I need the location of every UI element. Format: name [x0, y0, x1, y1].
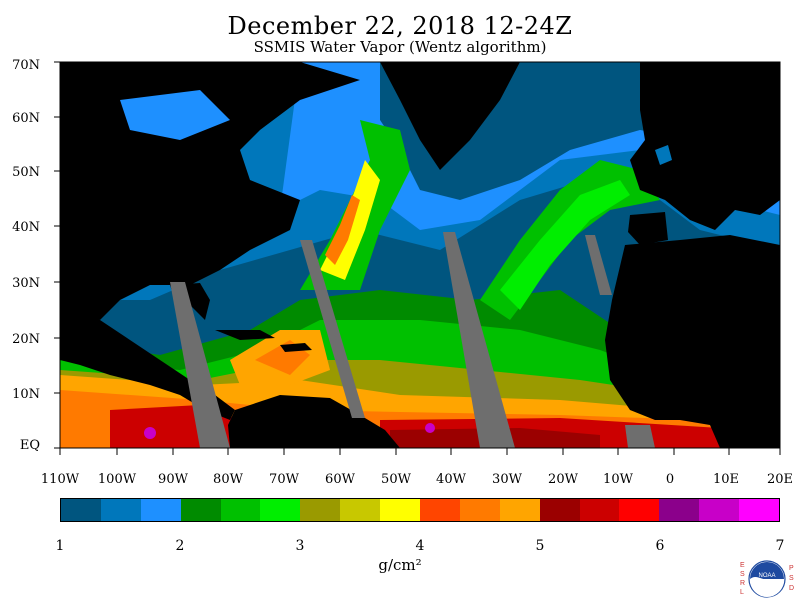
- logo-letter-right: S: [789, 575, 794, 582]
- lon-label: 50W: [381, 472, 411, 487]
- colorbar-swatch: [619, 499, 660, 521]
- logo-letter-right: D: [789, 585, 794, 592]
- colorbar-swatch: [300, 499, 341, 521]
- no-data-swath: [300, 240, 365, 418]
- map-subtitle: SSMIS Water Vapor (Wentz algorithm): [253, 38, 547, 56]
- lon-label: 20E: [766, 472, 794, 487]
- colorbar-tick-label: 7: [775, 538, 785, 554]
- logo-letter-right: P: [789, 565, 794, 572]
- lon-label: 40W: [436, 472, 466, 487]
- colorbar-swatch: [340, 499, 381, 521]
- lon-label: 60W: [325, 472, 355, 487]
- map-title: December 22, 2018 12-24Z: [227, 12, 573, 40]
- lon-label: 70W: [269, 472, 299, 487]
- colorbar: [60, 498, 780, 522]
- lon-label: 10E: [712, 472, 740, 487]
- colorbar-swatch: [739, 499, 780, 521]
- no-data-swath: [170, 282, 230, 448]
- colorbar-tick-label: 2: [175, 538, 185, 554]
- logo-center-text: NOAA: [758, 573, 775, 579]
- lat-label: 30N: [12, 276, 40, 291]
- colorbar-swatch: [539, 499, 580, 521]
- colorbar-units: g/cm²: [378, 556, 422, 574]
- colorbar-tick-label: 1: [55, 538, 65, 554]
- lon-label: 10W: [603, 472, 633, 487]
- colorbar-tick-label: 5: [535, 538, 545, 554]
- lon-label: 110W: [40, 472, 80, 487]
- lat-label: 70N: [12, 58, 40, 73]
- no-data-swath: [443, 232, 515, 448]
- colorbar-tick-label: 3: [295, 538, 305, 554]
- lat-label: 50N: [12, 165, 40, 180]
- colorbar-tick-label: 4: [415, 538, 425, 554]
- logo-letter-left: R: [740, 580, 745, 587]
- lon-label: 100W: [97, 472, 137, 487]
- map-frame: [59, 61, 781, 449]
- colorbar-swatch: [380, 499, 421, 521]
- colorbar-swatch: [100, 499, 141, 521]
- no-data-swaths: [170, 232, 655, 448]
- logo-letter-left: E: [740, 562, 745, 569]
- colorbar-swatch: [220, 499, 261, 521]
- no-data-swath: [585, 235, 612, 295]
- colorbar-swatch: [499, 499, 540, 521]
- logo-letter-left: S: [740, 571, 745, 578]
- colorbar-swatch: [459, 499, 500, 521]
- lon-label: 0: [665, 472, 675, 487]
- colorbar-tick-label: 6: [655, 538, 665, 554]
- lat-label: 10N: [12, 387, 40, 402]
- colorbar-swatch: [699, 499, 740, 521]
- lat-label: 20N: [12, 332, 40, 347]
- logo-letter-left: L: [740, 589, 744, 596]
- lon-label: 20W: [548, 472, 578, 487]
- lon-label: 90W: [158, 472, 188, 487]
- colorbar-swatch: [420, 499, 460, 521]
- colorbar-swatch: [180, 499, 221, 521]
- colorbar-swatch: [140, 499, 181, 521]
- lon-label: 80W: [213, 472, 243, 487]
- colorbar-swatch: [659, 499, 700, 521]
- colorbar-swatch: [61, 499, 101, 521]
- noaa-esrl-psd-logo: E S R L P S D NOAA: [740, 560, 794, 598]
- colorbar-swatch: [579, 499, 620, 521]
- lat-label: 40N: [12, 220, 40, 235]
- no-data-swath: [625, 425, 655, 448]
- lat-label: EQ: [19, 438, 40, 453]
- lat-label: 60N: [12, 111, 40, 126]
- lon-label: 30W: [492, 472, 522, 487]
- colorbar-swatch: [260, 499, 301, 521]
